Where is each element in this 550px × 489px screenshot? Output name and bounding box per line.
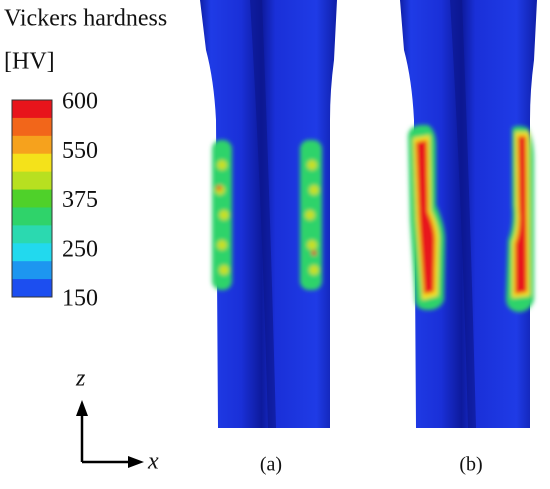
hotspots [408, 125, 534, 312]
axis-label: z [75, 366, 86, 392]
panel-a: (a) [200, 0, 337, 476]
colorbar-band [12, 135, 52, 155]
colorbar-band [12, 153, 52, 173]
colorbar-band [12, 243, 52, 262]
colorbar-unit: [HV] [4, 49, 55, 75]
colorbar-label: 600 [62, 89, 98, 115]
colorbar-band [12, 279, 52, 298]
colorbar-band [12, 189, 52, 208]
colorbar-band [12, 261, 52, 280]
colorbar-label: 375 [62, 187, 98, 213]
panel-label: (a) [260, 454, 282, 476]
colorbar-label: 550 [62, 138, 98, 164]
hotspots [212, 140, 322, 290]
colorbar-band [12, 117, 52, 137]
colorbar-frame [11, 99, 53, 298]
colorbar-label: 250 [62, 236, 98, 262]
axis-label: x [147, 449, 159, 475]
colorbar-label: 150 [62, 286, 98, 312]
panel-b: (b) [400, 0, 537, 476]
panel-label: (b) [459, 454, 482, 476]
shading [250, 0, 276, 428]
colorbar-band [12, 171, 52, 191]
colorbar-title: Vickers hardness [4, 6, 167, 32]
colorbar: 600 550 375 250 150 [11, 89, 98, 312]
colorbar-band [12, 225, 52, 244]
axes-icon [76, 400, 144, 468]
colorbar-band [12, 100, 52, 119]
colorbar-band [12, 207, 52, 226]
shading [450, 0, 476, 428]
